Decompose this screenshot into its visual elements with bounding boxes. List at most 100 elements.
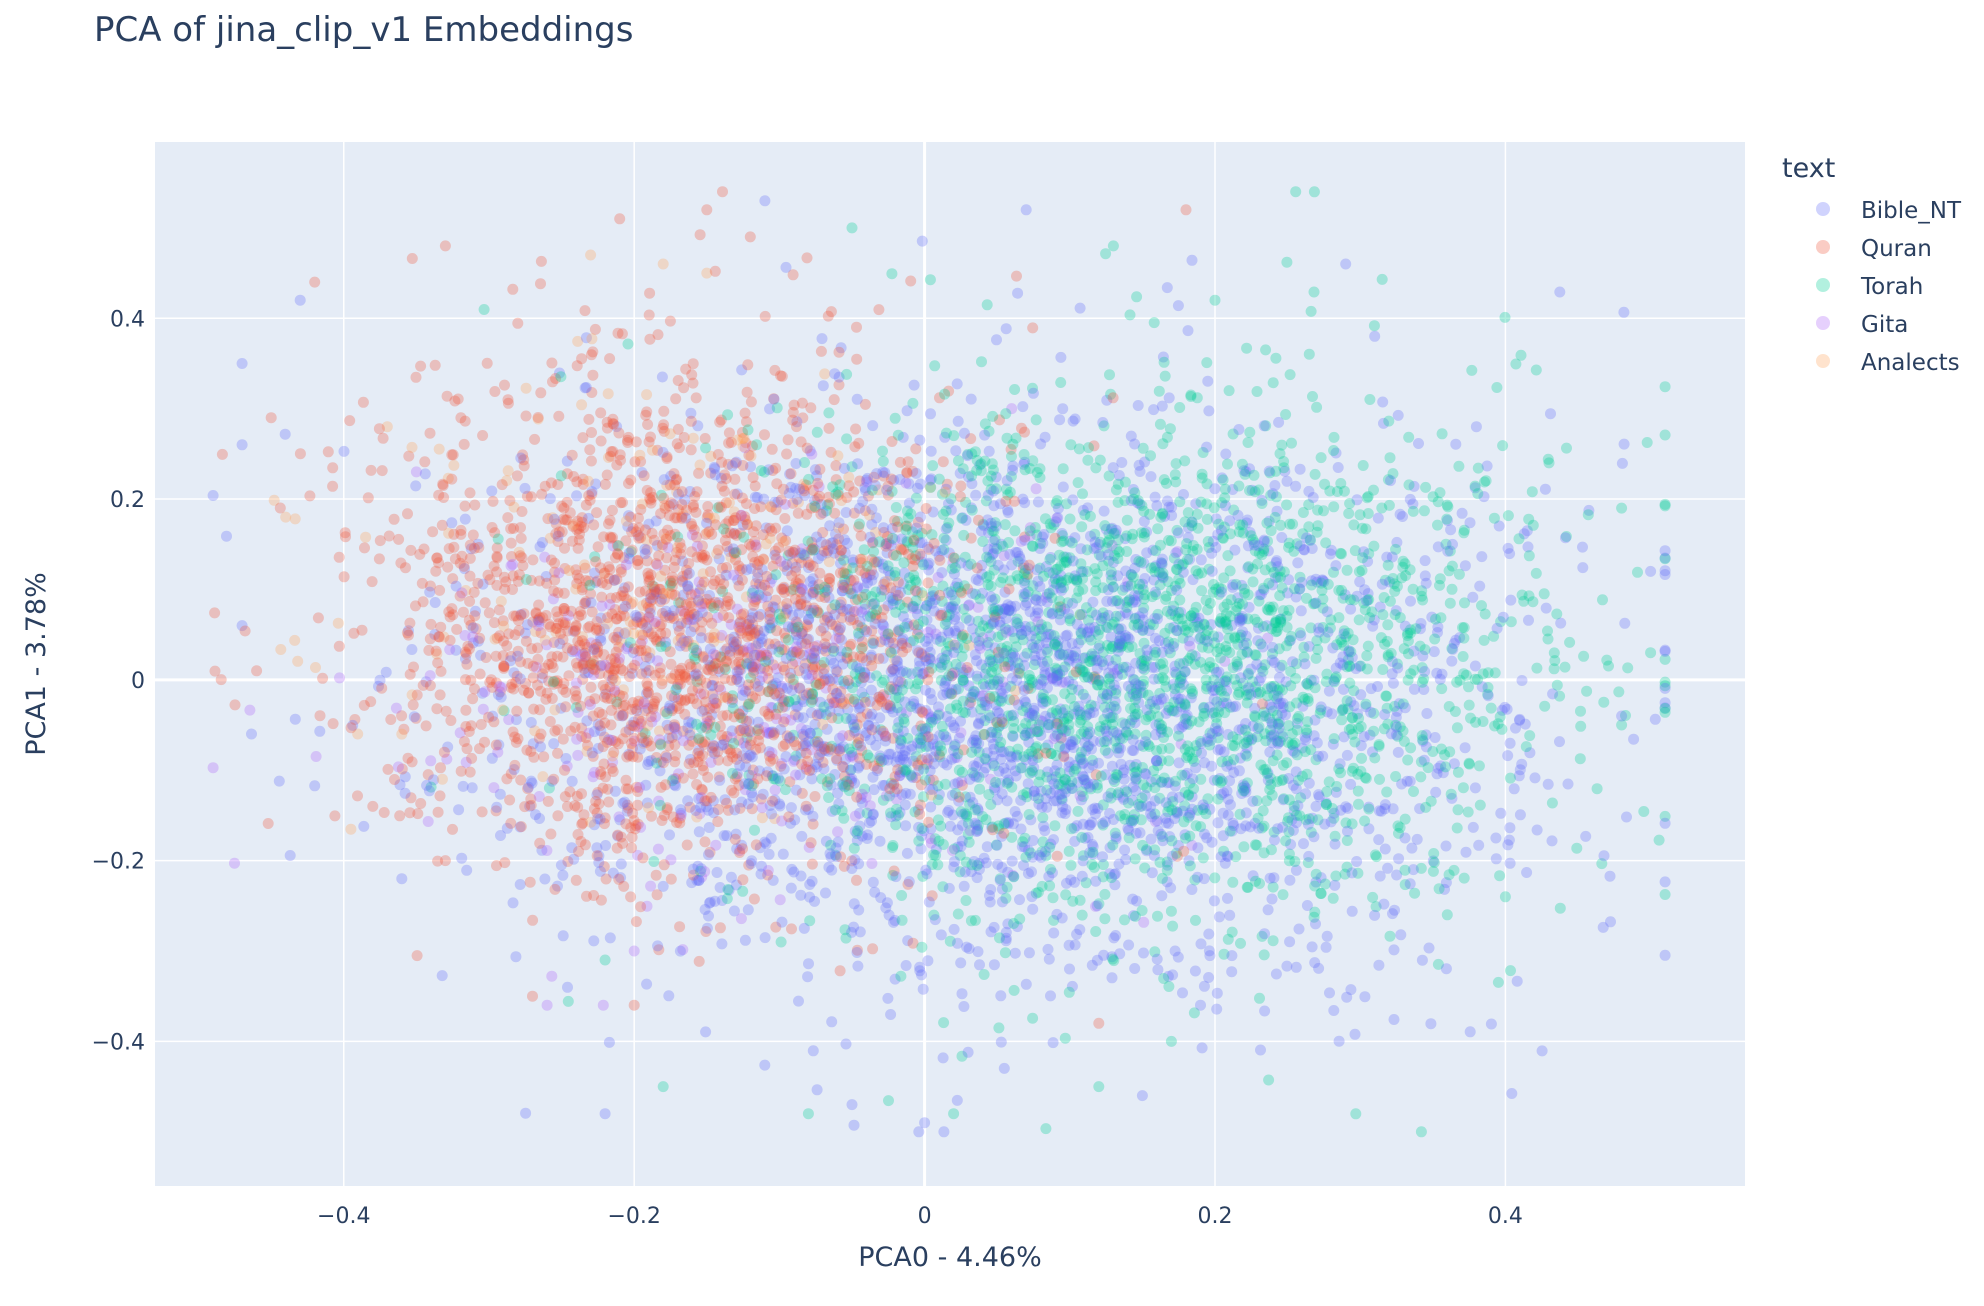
- scatter-point: [1272, 571, 1284, 583]
- scatter-point: [905, 275, 917, 287]
- scatter-point: [356, 624, 368, 636]
- scatter-point: [616, 328, 628, 340]
- scatter-point: [1538, 588, 1550, 600]
- scatter-point: [1022, 586, 1034, 598]
- scatter-point: [1134, 801, 1146, 813]
- scatter-point: [845, 764, 857, 776]
- scatter-point: [973, 514, 984, 526]
- scatter-point: [988, 535, 999, 547]
- scatter-point: [1016, 422, 1027, 434]
- scatter-point: [1324, 987, 1335, 999]
- scatter-point: [611, 421, 623, 433]
- scatter-point: [360, 531, 372, 543]
- scatter-point: [686, 877, 698, 889]
- scatter-point: [820, 645, 832, 657]
- scatter-point: [962, 448, 974, 460]
- scatter-point: [1574, 753, 1586, 765]
- scatter-point: [1394, 721, 1406, 733]
- scatter-point: [682, 584, 694, 595]
- scatter-point: [1290, 186, 1302, 198]
- scatter-point: [983, 552, 995, 564]
- scatter-point: [467, 529, 479, 541]
- scatter-point: [980, 614, 992, 626]
- scatter-point: [1057, 481, 1069, 493]
- scatter-point: [812, 606, 823, 618]
- scatter-point: [455, 528, 467, 540]
- scatter-point: [448, 459, 460, 471]
- scatter-point: [771, 713, 782, 725]
- scatter-point: [1064, 613, 1076, 625]
- scatter-point: [1127, 597, 1139, 608]
- scatter-point: [738, 644, 749, 656]
- scatter-point: [1539, 700, 1551, 712]
- scatter-point: [796, 637, 808, 649]
- scatter-point: [1120, 726, 1132, 738]
- scatter-point: [1107, 725, 1119, 737]
- scatter-point: [1110, 772, 1122, 783]
- scatter-point: [1095, 770, 1107, 782]
- scatter-point: [940, 674, 952, 686]
- scatter-point: [632, 849, 644, 861]
- scatter-point: [1089, 700, 1101, 712]
- scatter-point: [745, 858, 757, 870]
- scatter-point: [966, 746, 978, 758]
- scatter-point: [1198, 873, 1210, 885]
- scatter-point: [1330, 560, 1342, 572]
- scatter-point: [1382, 862, 1394, 874]
- scatter-point: [467, 693, 479, 705]
- scatter-point: [1137, 607, 1149, 619]
- scatter-point: [1039, 825, 1051, 837]
- scatter-point: [952, 777, 964, 789]
- scatter-point: [544, 716, 556, 727]
- scatter-point: [1093, 757, 1104, 769]
- scatter-point: [851, 828, 863, 840]
- scatter-point: [1100, 725, 1112, 737]
- scatter-point: [639, 616, 651, 627]
- scatter-point: [575, 609, 587, 621]
- scatter-point: [1055, 570, 1067, 582]
- scatter-point: [1306, 579, 1317, 591]
- scatter-point: [777, 740, 789, 752]
- scatter-point: [1060, 783, 1072, 795]
- scatter-point: [612, 830, 624, 842]
- scatter-point: [1005, 680, 1017, 692]
- scatter-point: [742, 904, 754, 916]
- scatter-point: [943, 547, 955, 559]
- scatter-point: [760, 522, 772, 534]
- scatter-point: [1440, 840, 1452, 852]
- scatter-point: [1598, 850, 1610, 862]
- scatter-point: [1403, 479, 1415, 491]
- scatter-point: [1273, 716, 1285, 728]
- scatter-point: [975, 703, 987, 715]
- scatter-point: [657, 258, 669, 270]
- scatter-point: [1638, 806, 1650, 817]
- scatter-point: [710, 697, 722, 709]
- scatter-point: [730, 879, 742, 891]
- scatter-point: [805, 837, 817, 849]
- scatter-point: [1478, 491, 1490, 503]
- scatter-point: [551, 675, 563, 687]
- scatter-point: [1266, 716, 1278, 728]
- scatter-point: [882, 531, 894, 542]
- scatter-point: [410, 600, 421, 612]
- scatter-point: [1267, 377, 1279, 389]
- scatter-point: [800, 669, 812, 680]
- scatter-point: [527, 914, 539, 926]
- scatter-point: [1066, 782, 1078, 794]
- scatter-point: [999, 603, 1011, 615]
- scatter-point: [910, 443, 922, 455]
- scatter-point: [1377, 396, 1389, 408]
- scatter-point: [1359, 991, 1371, 1003]
- scatter-point: [534, 704, 546, 716]
- scatter-point: [1554, 736, 1565, 748]
- scatter-point: [867, 943, 879, 955]
- scatter-point: [1173, 757, 1185, 769]
- scatter-point: [338, 445, 350, 457]
- scatter-point: [406, 689, 418, 701]
- scatter-point: [937, 580, 949, 592]
- scatter-point: [1384, 595, 1396, 607]
- scatter-point: [645, 755, 657, 766]
- scatter-point: [830, 742, 842, 754]
- scatter-point: [1249, 817, 1261, 829]
- scatter-point: [1613, 686, 1625, 698]
